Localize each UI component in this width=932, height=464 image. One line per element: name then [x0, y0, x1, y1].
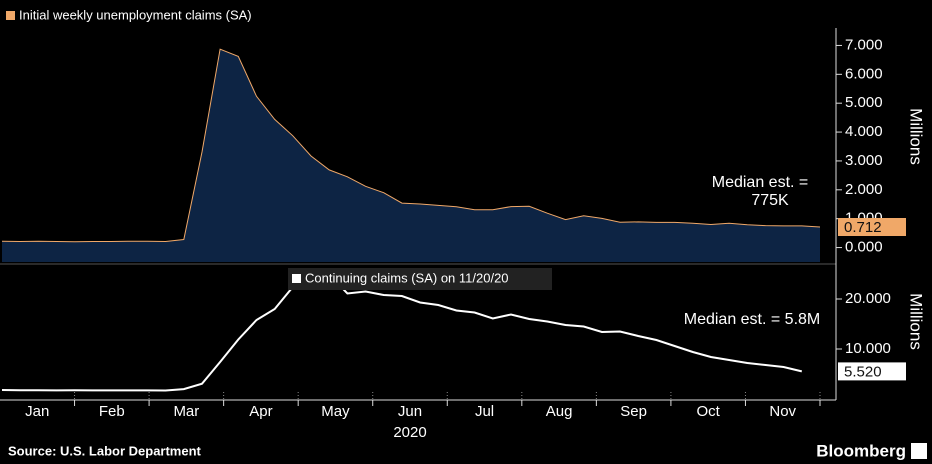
y-tick-label: 7.000 — [845, 36, 883, 53]
value-label-box — [838, 362, 906, 381]
y-tick-label: 6.000 — [845, 65, 883, 82]
x-tick-label: Jun — [398, 403, 422, 420]
y-tick-label: 4.000 — [845, 123, 883, 140]
line — [1, 273, 803, 392]
brand: Bloomberg — [816, 441, 906, 460]
x-tick-label: Oct — [697, 403, 721, 420]
value-label: 0.712 — [844, 219, 882, 236]
annotation: 775K — [751, 192, 789, 209]
legend-box — [288, 268, 552, 290]
y-tick-label: 10.000 — [845, 340, 891, 357]
x-tick-label: Aug — [546, 403, 573, 420]
annotation: Median est. = — [712, 174, 809, 191]
area-fill — [2, 49, 820, 263]
y-tick-label: 3.000 — [845, 152, 883, 169]
area-line — [1, 48, 821, 243]
legend-swatch — [6, 11, 15, 20]
x-tick-label: Feb — [99, 403, 125, 420]
x-tick-label: Jan — [25, 403, 49, 420]
value-label: 5.520 — [844, 363, 882, 380]
y-tick-label: 20.000 — [845, 290, 891, 307]
brand-icon — [911, 443, 927, 459]
x-tick-label: Jul — [475, 403, 494, 420]
source: Source: U.S. Labor Department — [8, 443, 202, 458]
y-tick-label: 5.000 — [845, 94, 883, 111]
x-tick-label: Apr — [249, 403, 272, 420]
x-axis-label: 2020 — [393, 424, 426, 441]
legend-label: Initial weekly unemployment claims (SA) — [19, 7, 252, 22]
x-tick-label: Sep — [620, 403, 647, 420]
x-tick-label: Mar — [173, 403, 199, 420]
value-label-box — [838, 218, 906, 237]
legend-swatch — [292, 274, 301, 283]
y-axis-label: Millions — [907, 293, 926, 350]
x-tick-label: May — [321, 403, 350, 420]
y-tick-label: 2.000 — [845, 181, 883, 198]
annotation: Median est. = 5.8M — [684, 311, 821, 328]
y-tick-label: 0.000 — [845, 239, 883, 256]
legend-label: Continuing claims (SA) on 11/20/20 — [305, 270, 509, 285]
y-axis-label: Millions — [907, 108, 926, 165]
x-tick-label: Nov — [769, 403, 796, 420]
